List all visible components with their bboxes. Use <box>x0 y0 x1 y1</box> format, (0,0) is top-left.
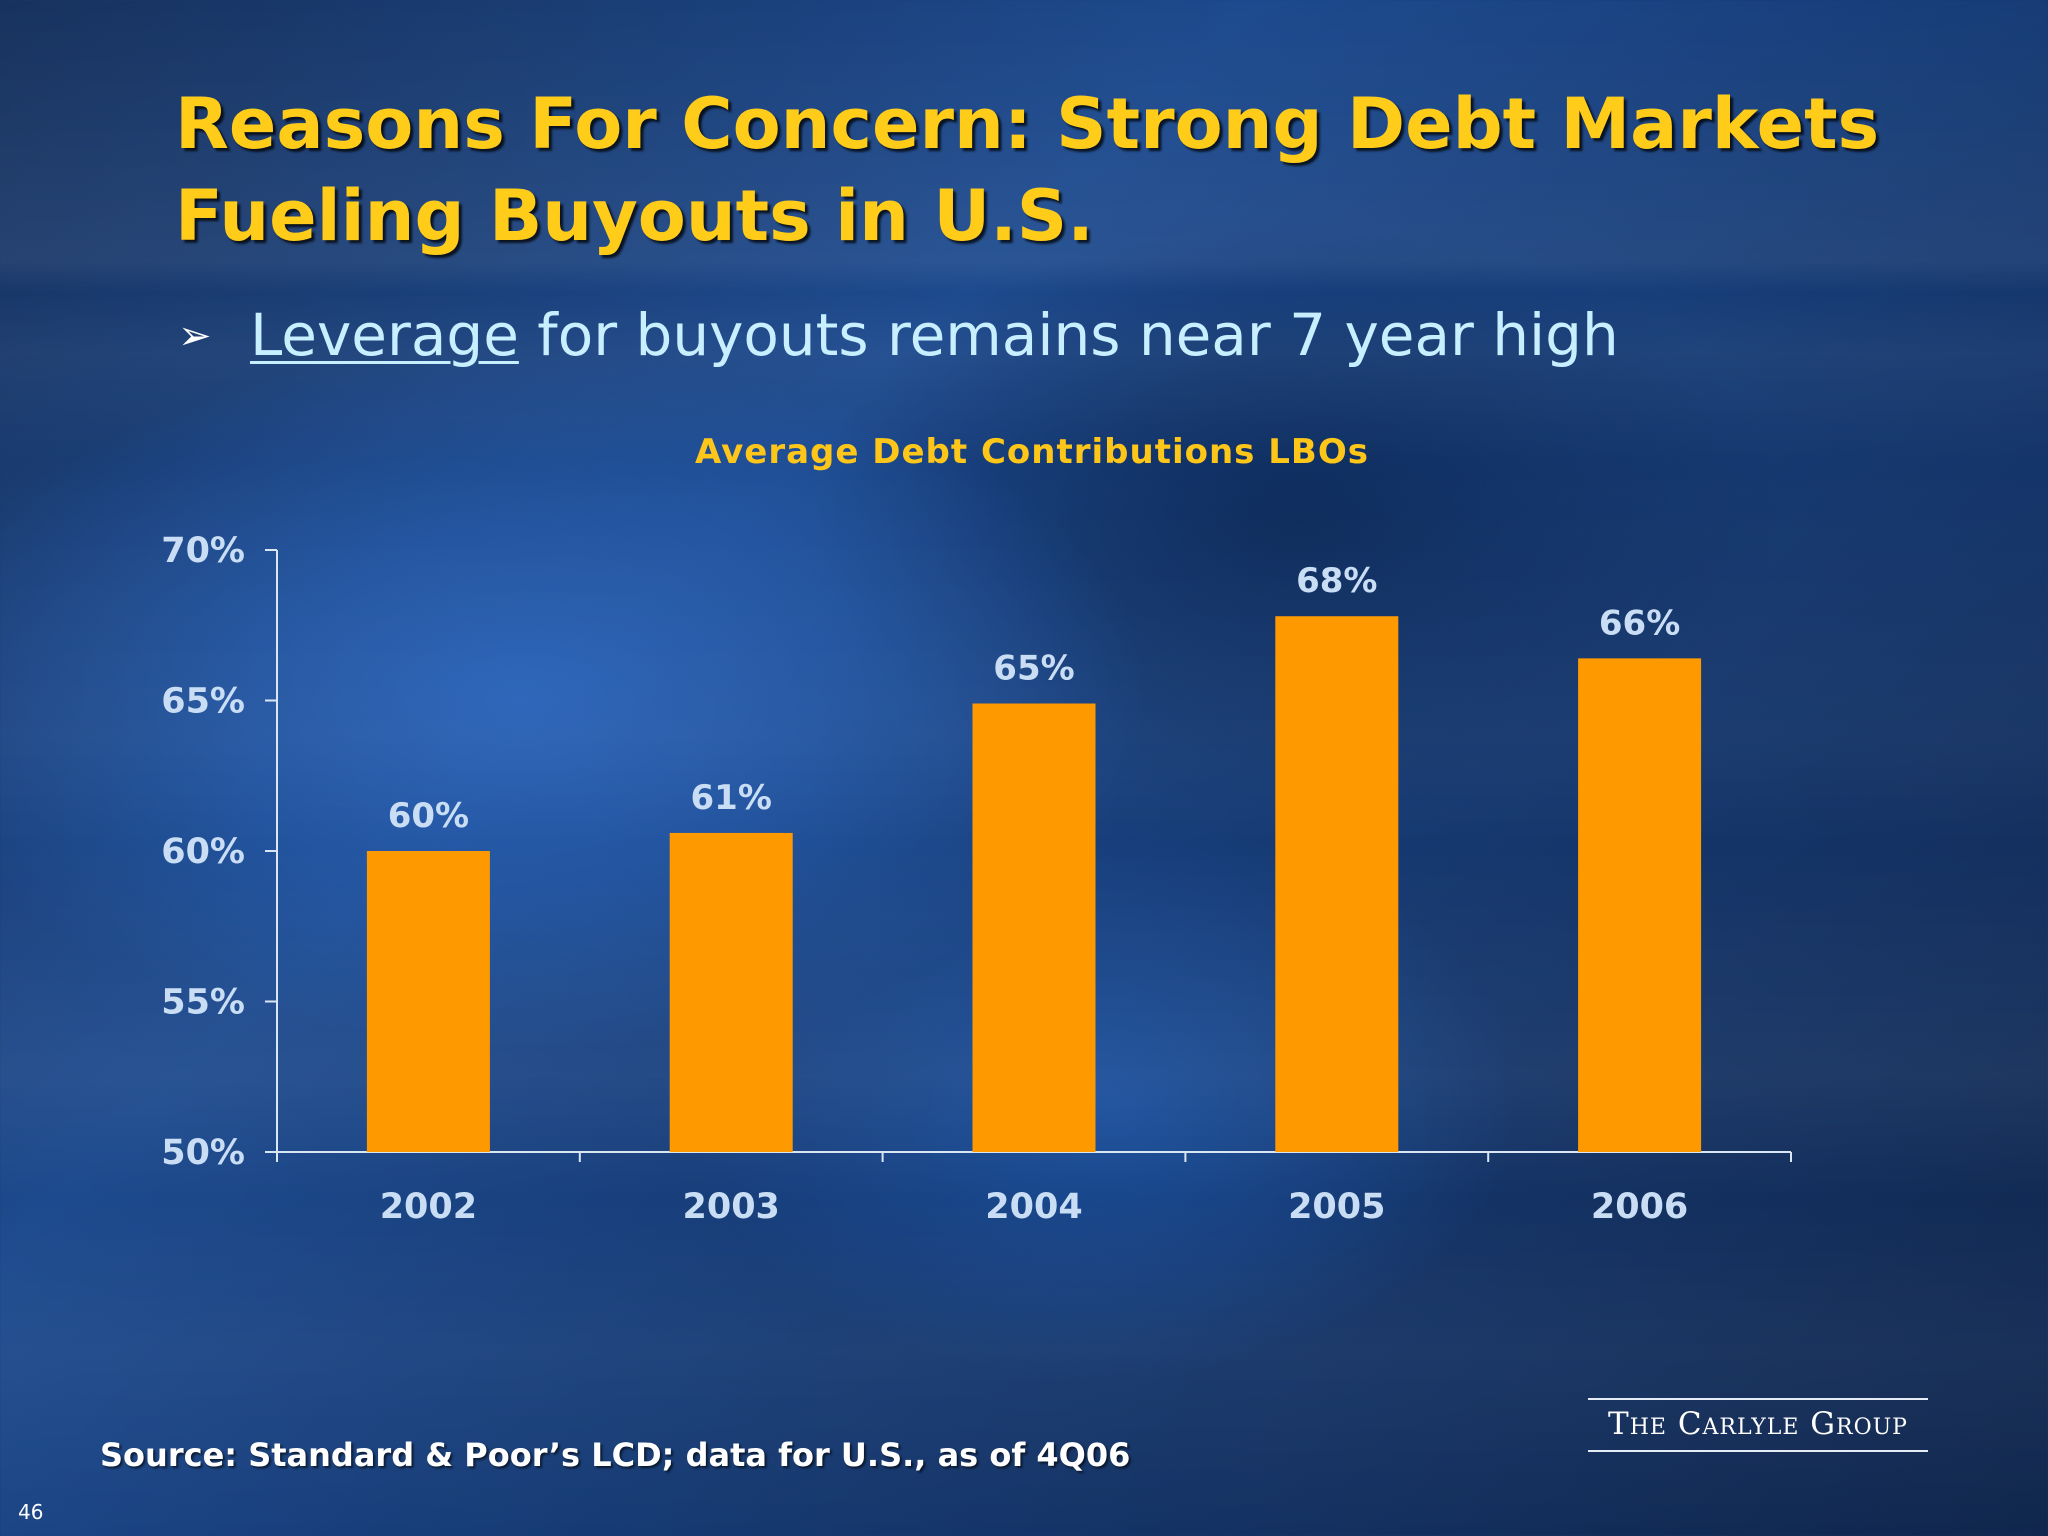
logo-text: The Carlyle Group <box>1608 1406 1908 1442</box>
bar-2005 <box>1275 616 1399 1152</box>
x-tick-label-2002: 2002 <box>380 1187 477 1227</box>
data-label-2003: 61% <box>691 778 772 818</box>
chart-title: Average Debt Contributions LBOs <box>695 432 1369 472</box>
x-tick-label-2004: 2004 <box>985 1187 1082 1227</box>
slide-title-line-2: Fueling Buyouts in U.S. <box>175 175 1094 257</box>
x-tick-label-2003: 2003 <box>682 1187 779 1227</box>
y-tick-label: 65% <box>161 682 245 722</box>
data-label-2006: 66% <box>1599 603 1680 643</box>
data-label-2005: 68% <box>1296 561 1377 601</box>
y-tick-label: 50% <box>161 1133 245 1173</box>
bar-2006 <box>1578 658 1702 1152</box>
arrow-bullet-icon: ➢ <box>178 313 212 359</box>
x-tick-label-2005: 2005 <box>1288 1187 1385 1227</box>
carlyle-logo: The Carlyle Group <box>1588 1398 1928 1452</box>
slide-title-line-1: Reasons For Concern: Strong Debt Markets <box>175 83 1880 165</box>
source-note: Source: Standard & Poor’s LCD; data for … <box>100 1436 1131 1474</box>
y-tick-label: 60% <box>161 832 245 872</box>
bullet-underlined-text: Leverage <box>250 301 519 369</box>
slide-title: Reasons For Concern: Strong Debt Markets… <box>175 78 1895 262</box>
bar-2003 <box>669 832 793 1152</box>
y-tick-label: 70% <box>161 531 245 571</box>
bar-2004 <box>972 703 1096 1152</box>
bullet-point: ➢ Leverage for buyouts remains near 7 yea… <box>178 295 1619 376</box>
data-label-2004: 65% <box>993 649 1074 689</box>
chart-labels: 50% 55% 60% 65% 70% 60% 2002 61% 2003 65% 2004 68% 2… <box>161 531 1688 1227</box>
data-label-2002: 60% <box>388 796 469 836</box>
bullet-text: for buyouts remains near 7 year high <box>518 301 1619 369</box>
bar-2002 <box>366 851 490 1152</box>
page-number: 46 <box>18 1500 44 1524</box>
chart-bars <box>366 616 1702 1152</box>
x-tick-label-2006: 2006 <box>1591 1187 1688 1227</box>
y-tick-label: 55% <box>161 983 245 1023</box>
